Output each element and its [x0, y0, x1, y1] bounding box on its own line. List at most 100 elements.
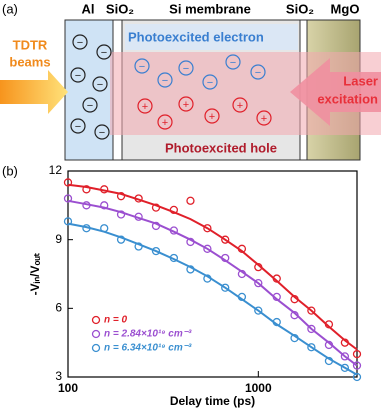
data-point [272, 292, 281, 302]
data-point [63, 217, 73, 226]
y-tick-label: 12 [49, 163, 63, 177]
fit-line [67, 199, 358, 367]
data-point [307, 306, 316, 315]
data-point [169, 205, 179, 215]
legend-label: n = 0 [104, 315, 128, 326]
charge-circle [202, 74, 218, 90]
legend-marker [91, 343, 101, 353]
charge-circle [92, 76, 108, 92]
charge-circle [178, 60, 194, 76]
data-point [221, 253, 230, 263]
legend-label: n = 6.34×10¹⁹ cm⁻³ [104, 343, 192, 354]
data-point [290, 311, 299, 320]
data-point [151, 221, 161, 231]
charge-circle [70, 118, 86, 134]
y-tick-label: 6 [55, 301, 62, 315]
probe-label: beams [9, 54, 50, 69]
x-tick-label: 1000 [245, 381, 272, 395]
charge-symbol: − [255, 67, 261, 79]
layer-label: Al [82, 1, 95, 16]
legend-marker [91, 329, 101, 339]
data-point [254, 279, 263, 288]
charge-circle [134, 58, 150, 74]
legend-marker [91, 315, 101, 325]
electron-label-box [125, 24, 298, 50]
layer-label: Si membrane [169, 1, 251, 16]
layer-label: MgO [331, 1, 360, 16]
charge-circle [204, 108, 220, 124]
layer-label: SiO₂ [106, 1, 134, 16]
pump-label: excitation [317, 91, 378, 106]
data-point [82, 201, 91, 210]
charge-circle [70, 67, 86, 83]
charge-symbol: − [139, 61, 145, 73]
legend-label: n = 2.84×10¹⁹ cm⁻³ [104, 329, 192, 340]
data-point [324, 340, 334, 350]
data-point [307, 324, 316, 334]
data-point [352, 361, 362, 370]
data-point [186, 237, 195, 247]
charge-symbol: − [183, 63, 189, 75]
probe-label: TDTR [13, 37, 48, 52]
charge-circle [178, 96, 194, 112]
charge-symbol: − [97, 79, 103, 91]
y-tick-label: 9 [55, 232, 62, 246]
charge-symbol: − [101, 47, 107, 59]
data-point [186, 196, 195, 205]
charge-symbol: + [209, 111, 215, 123]
data-point [221, 235, 230, 244]
layer-label: SiO₂ [286, 1, 314, 16]
charge-circle [72, 34, 88, 50]
data-point [237, 269, 247, 279]
data-point [63, 194, 73, 203]
charge-circle [225, 54, 241, 70]
data-point [203, 274, 212, 283]
panel-label: (a) [2, 1, 18, 16]
data-point [254, 306, 263, 315]
charge-circle [96, 44, 112, 60]
data-point [290, 333, 299, 343]
data-point [307, 343, 316, 352]
data-point [237, 292, 247, 302]
data-point [63, 178, 73, 187]
charge-symbol: + [237, 100, 243, 112]
data-point [100, 185, 109, 194]
data-point [134, 212, 143, 221]
x-axis-label: Delay time (ps) [170, 394, 255, 408]
charge-symbol: − [75, 121, 81, 133]
data-point [100, 201, 109, 210]
data-point [116, 192, 126, 201]
data-point [151, 203, 161, 212]
charge-symbol: + [162, 117, 168, 129]
data-point [352, 349, 362, 359]
hole-label: Photoexcited hole [165, 140, 277, 155]
data-point [324, 320, 334, 329]
charge-symbol: − [99, 127, 105, 139]
charge-symbol: − [162, 75, 168, 87]
charge-symbol: + [183, 99, 189, 111]
data-point [116, 210, 126, 219]
charge-circle [82, 97, 98, 113]
data-point [116, 235, 126, 244]
charge-circle [232, 97, 248, 113]
data-point [169, 253, 179, 263]
plot-frame [67, 170, 358, 378]
data-point [272, 317, 281, 327]
data-point [272, 274, 281, 283]
charge-circle [157, 114, 173, 130]
data-point [203, 224, 212, 233]
data-point [169, 226, 179, 235]
data-point [340, 338, 350, 347]
data-point [340, 363, 350, 372]
data-point [254, 262, 263, 272]
charge-circle [137, 98, 153, 114]
probe-arrow [0, 70, 68, 114]
charge-circle [157, 72, 173, 88]
charge-symbol: − [87, 100, 93, 112]
pump-arrow [290, 58, 381, 126]
data-point [324, 356, 334, 366]
charge-symbol: + [261, 113, 267, 125]
data-point [100, 224, 109, 233]
data-point [237, 244, 247, 253]
